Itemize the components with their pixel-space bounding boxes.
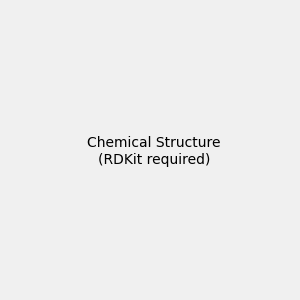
- Text: Chemical Structure
(RDKit required): Chemical Structure (RDKit required): [87, 136, 220, 166]
